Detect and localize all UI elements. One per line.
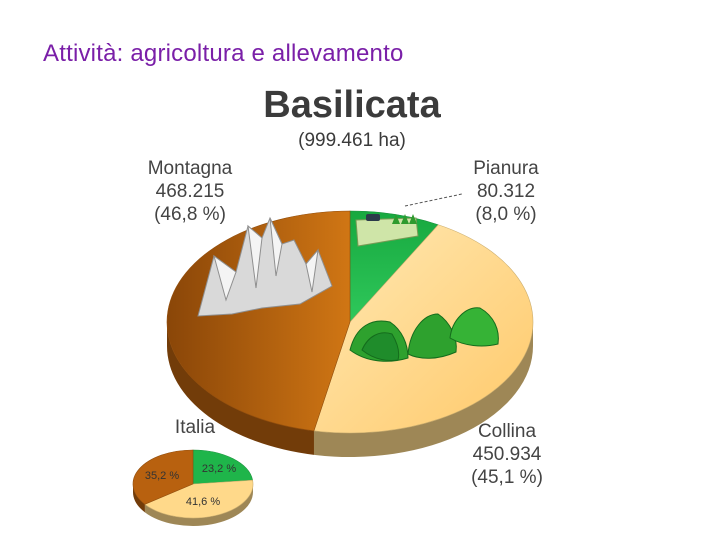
italia-label-collina: 41,6 % [186, 496, 220, 508]
tractor-icon [366, 214, 380, 221]
label-collina-name: Collina [477, 421, 537, 442]
basilicata-pie-decorations [197, 193, 499, 362]
pie-slice-pianura [192, 449, 253, 485]
chart-title: Basilicata [263, 84, 441, 126]
pianura-leader-line [404, 193, 463, 207]
pie-slice-collina [144, 479, 254, 519]
label-pianura-value: 80.312 [476, 181, 536, 202]
trees-icon [392, 214, 417, 224]
label-pianura-percent: (8,0 %) [475, 204, 537, 225]
italia-label-montagna: 35,2 % [145, 470, 179, 482]
label-montagna-percent: (46,8 %) [154, 204, 226, 225]
pie-side-montagna [133, 484, 145, 513]
label-montagna: Montagna 468.215 (46,8 %) [128, 157, 252, 226]
label-collina-percent: (45,1 %) [471, 467, 543, 488]
pie-side-collina [144, 484, 253, 526]
chart-subtitle: (999.461 ha) [298, 130, 406, 151]
hills-icon [349, 307, 499, 362]
label-pianura-name: Pianura [473, 158, 539, 179]
pie-side-collina [313, 322, 533, 457]
italia-label-pianura: 23,2 % [202, 463, 236, 475]
label-montagna-value: 468.215 [155, 181, 225, 202]
italia-pie: 23,2 % 41,6 % 35,2 % [132, 449, 254, 526]
pie-side-montagna [167, 322, 314, 455]
label-montagna-name: Montagna [147, 158, 233, 179]
pie-slice-montagna [132, 449, 194, 505]
mountains-icon [197, 216, 333, 317]
label-collina-value: 450.934 [472, 444, 542, 465]
label-collina: Collina 450.934 (45,1 %) [452, 420, 562, 489]
label-pianura: Pianura 80.312 (8,0 %) [446, 157, 566, 226]
slide-title: Attività: agricoltura e allevamento [43, 40, 404, 67]
italia-chart-title: Italia [174, 417, 216, 438]
